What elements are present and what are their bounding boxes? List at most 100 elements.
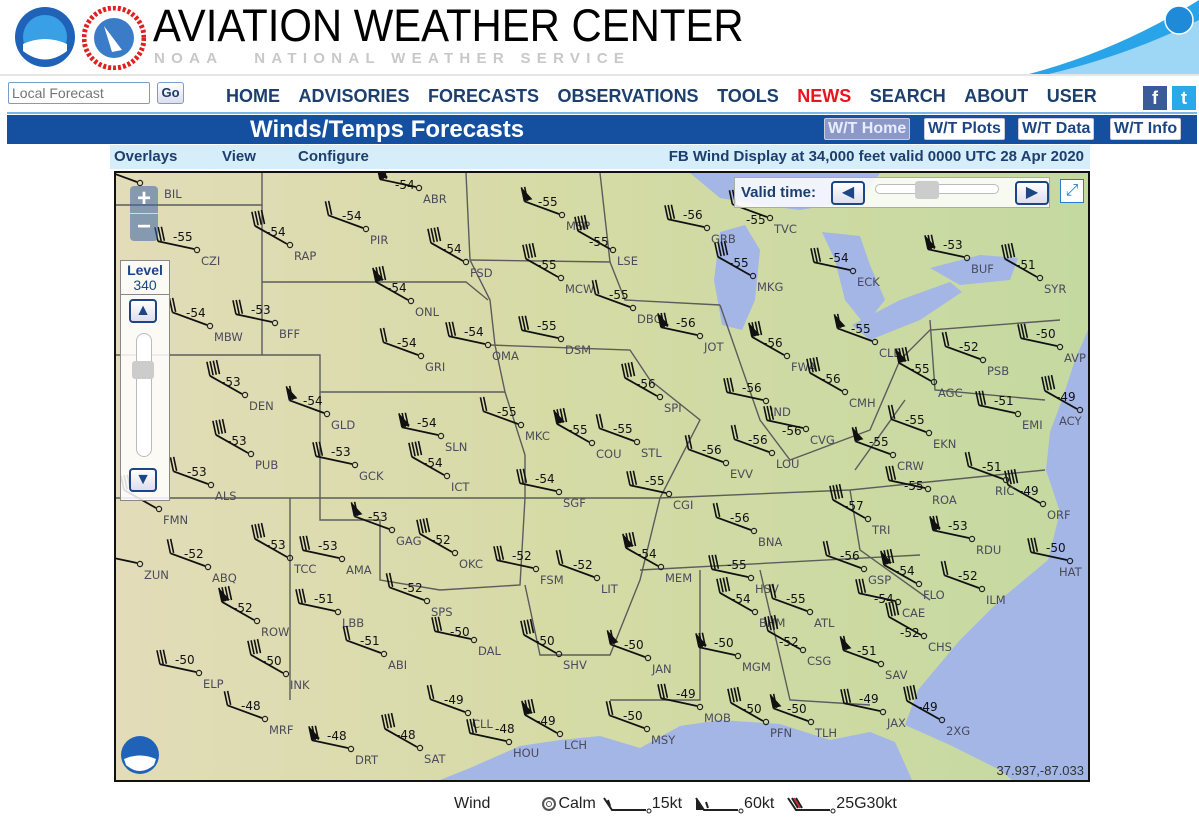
nav-user[interactable]: USER: [1046, 86, 1097, 106]
station-MGM[interactable]: -50 MGM: [695, 632, 771, 674]
station-JAN[interactable]: -50 JAN: [606, 629, 672, 676]
station-HAT[interactable]: -50 HAT: [1027, 537, 1083, 579]
level-slider-handle[interactable]: [132, 361, 154, 379]
station-PIR[interactable]: -54 PIR: [324, 200, 388, 247]
station-ROW[interactable]: -52 ROW: [218, 585, 290, 639]
level-slider-track[interactable]: [136, 333, 152, 457]
station-PUB[interactable]: -53 PUB: [212, 418, 278, 472]
station-GCK[interactable]: -53 GCK: [312, 441, 384, 483]
overlays-menu[interactable]: Overlays: [114, 148, 178, 165]
station-CVG[interactable]: -56 CVG: [763, 405, 835, 447]
valid-time-next-button[interactable]: ▶: [1015, 181, 1049, 205]
nav-about[interactable]: ABOUT: [964, 86, 1029, 106]
station-DRT[interactable]: -48 DRT: [308, 725, 379, 767]
wt-home-button[interactable]: W/T Home: [824, 118, 911, 140]
station-DBQ[interactable]: -55 DBQ: [591, 279, 663, 326]
station-LCH[interactable]: -49 LCH: [521, 698, 587, 752]
zoom-out-button[interactable]: −: [130, 214, 158, 241]
station-ECK[interactable]: -54 ECK: [810, 247, 880, 289]
station-DAL[interactable]: -50 DAL: [431, 616, 502, 658]
station-SAT[interactable]: -48 SAT: [381, 712, 447, 766]
station-SAV[interactable]: -51 SAV: [839, 635, 908, 682]
station-DEN[interactable]: -53 DEN: [206, 359, 274, 413]
station-PFN[interactable]: -50 PFN: [727, 686, 792, 740]
station-SYR[interactable]: -51 SYR: [1001, 242, 1066, 296]
station-SHV[interactable]: -50 SHV: [520, 618, 587, 672]
station-ZUN[interactable]: ZUN: [116, 541, 169, 582]
station-EVV[interactable]: -56 EVV: [684, 434, 753, 481]
station-GRI[interactable]: -54 GRI: [379, 327, 445, 374]
station-BIL[interactable]: BIL: [116, 173, 182, 201]
station-GRB[interactable]: -56 GRB: [664, 204, 736, 246]
station-ABI[interactable]: -51 ABI: [342, 625, 407, 672]
station-CMH[interactable]: -56 CMH: [806, 356, 876, 410]
configure-menu[interactable]: Configure: [298, 148, 369, 165]
station-SPI[interactable]: -56 SPI: [621, 361, 682, 415]
station-FSM[interactable]: -52 FSM: [493, 545, 564, 587]
nav-tools[interactable]: TOOLS: [717, 86, 779, 106]
wind-map[interactable]: BIL -55 CZI -54 RAP -54 PIR -54 ABR -54 FSD -54 MBW -…: [114, 171, 1090, 782]
station-MBW[interactable]: -54 MBW: [168, 297, 243, 344]
station-BNA[interactable]: -56 BNA: [712, 502, 782, 549]
station-CRW[interactable]: -55 CRW: [851, 426, 924, 473]
station-LIT[interactable]: -52 LIT: [555, 549, 619, 596]
valid-time-prev-button[interactable]: ◀: [831, 181, 865, 205]
fullscreen-icon[interactable]: ⤢: [1060, 179, 1084, 203]
station-CAE[interactable]: -54 CAE: [855, 578, 925, 620]
station-ABQ[interactable]: -52 ABQ: [166, 538, 237, 585]
station-GAG[interactable]: -53 GAG: [350, 501, 422, 548]
station-CSG[interactable]: -52 CSG: [764, 614, 831, 668]
station-ACY[interactable]: -49 ACY: [1041, 374, 1084, 428]
station-CGI[interactable]: -55 CGI: [626, 470, 693, 512]
local-forecast-input[interactable]: [8, 82, 150, 104]
station-JAX[interactable]: -49 JAX: [840, 688, 906, 730]
facebook-icon[interactable]: f: [1143, 86, 1167, 110]
station-TRI[interactable]: -57 TRI: [829, 483, 891, 537]
station-SGF[interactable]: -54 SGF: [516, 468, 586, 510]
station-BUF[interactable]: -53 BUF: [924, 234, 994, 276]
station-TCC[interactable]: -53 TCC: [251, 522, 317, 576]
level-down-button[interactable]: ▼: [129, 468, 157, 492]
station-ABR[interactable]: -54 ABR: [377, 173, 447, 206]
level-up-button[interactable]: ▲: [129, 299, 157, 323]
go-button[interactable]: Go: [157, 82, 184, 104]
station-JOT[interactable]: -56 JOT: [657, 312, 724, 354]
station-CHS[interactable]: -52 CHS: [885, 600, 952, 654]
station-MRF[interactable]: -48 MRF: [223, 690, 294, 737]
station-GLD[interactable]: -54 GLD: [285, 385, 355, 432]
station-MKC[interactable]: -55 MKC: [479, 396, 550, 443]
station-RDU[interactable]: -53 RDU: [929, 515, 1001, 557]
wt-plots-button[interactable]: W/T Plots: [924, 118, 1005, 140]
station-SLN[interactable]: -54 SLN: [398, 412, 467, 454]
station-ORF[interactable]: -49 ORF: [1004, 468, 1071, 522]
nav-news[interactable]: NEWS: [797, 86, 852, 106]
station-LSE[interactable]: -55 LSE: [574, 214, 638, 268]
station-AGC[interactable]: -55 AGC: [895, 346, 963, 400]
station-CLL[interactable]: -49 CLL: [426, 684, 493, 731]
station-ONL[interactable]: -54 ONL: [372, 265, 440, 319]
station-GSP[interactable]: -56 GSP: [822, 540, 891, 587]
station-IND[interactable]: -56 IND: [723, 377, 791, 419]
station-TVC[interactable]: -55 TVC: [728, 189, 797, 236]
station-OKC[interactable]: -52 OKC: [416, 517, 483, 571]
station-ILM[interactable]: -52 ILM: [940, 560, 1006, 607]
station-MCW[interactable]: -55 MCW: [522, 242, 594, 296]
station-HOU[interactable]: -48 HOU: [466, 718, 539, 760]
noaa-logo[interactable]: [14, 6, 76, 68]
station-EMI[interactable]: -51 EMI: [975, 390, 1043, 432]
station-EKN[interactable]: -55 EKN: [887, 404, 956, 451]
station-SPS[interactable]: -52 SPS: [385, 572, 453, 619]
station-PSB[interactable]: -52 PSB: [941, 331, 1009, 378]
station-MKG[interactable]: -55 MKG: [714, 240, 783, 294]
station-RIC[interactable]: -51 RIC: [964, 451, 1014, 498]
station-BFF[interactable]: -53 BFF: [232, 299, 300, 341]
station-2XG[interactable]: -49 2XG: [903, 684, 970, 738]
nav-search[interactable]: SEARCH: [869, 86, 946, 106]
map-canvas[interactable]: BIL-55CZI-54RAP-54PIR-54ABR-54FSD-54MBW-…: [116, 173, 1088, 780]
nav-advisories[interactable]: ADVISORIES: [298, 86, 410, 106]
station-STL[interactable]: -55 STL: [595, 413, 662, 460]
nws-logo[interactable]: [82, 6, 146, 70]
twitter-icon[interactable]: t: [1172, 86, 1196, 110]
